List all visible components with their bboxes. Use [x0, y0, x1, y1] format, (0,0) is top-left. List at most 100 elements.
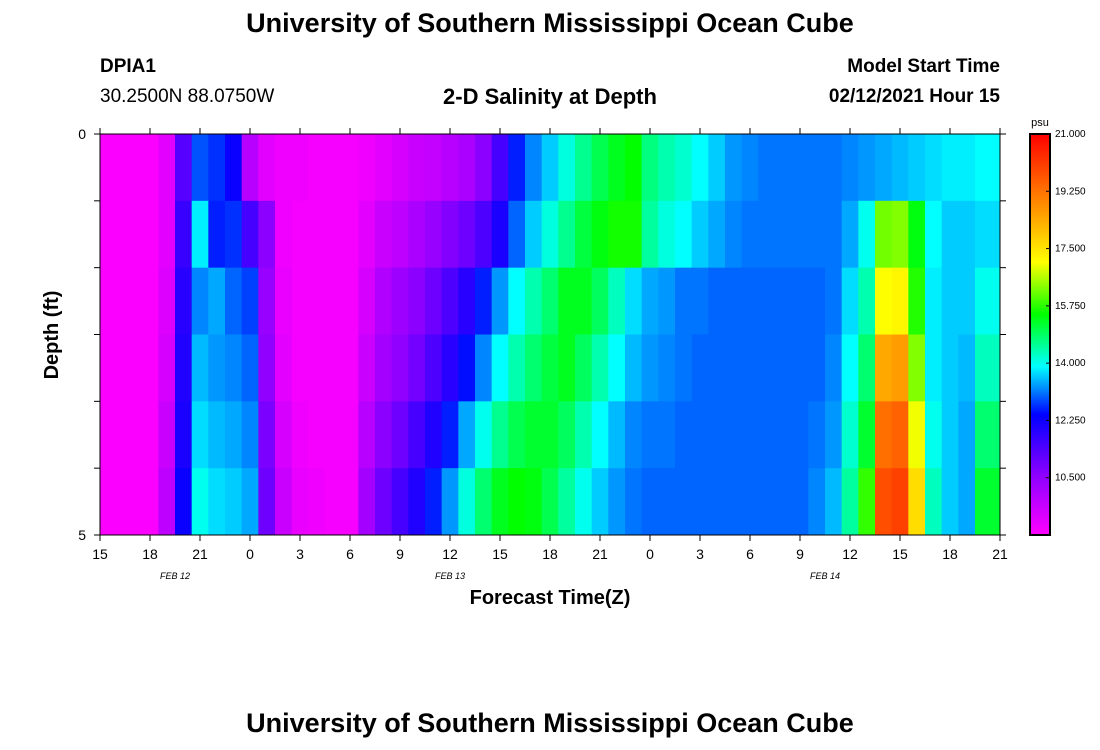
heatmap-cell — [458, 267, 476, 335]
heatmap-cell — [675, 267, 693, 335]
heatmap-cell — [125, 334, 143, 402]
heatmap-cell — [841, 401, 859, 469]
heatmap-cell — [208, 334, 226, 402]
heatmap-cell — [741, 134, 759, 202]
heatmap-cell — [425, 134, 443, 202]
heatmap-cell — [341, 200, 359, 269]
heatmap-cell — [741, 200, 759, 269]
heatmap-cell — [858, 200, 876, 269]
heatmap-cell — [775, 200, 793, 269]
heatmap-cell — [758, 334, 776, 402]
heatmap-cell — [891, 334, 909, 402]
heatmap-cell — [958, 267, 976, 335]
heatmap-cell — [491, 468, 509, 536]
heatmap-cell — [225, 267, 243, 335]
heatmap-cell — [541, 200, 559, 269]
heatmap-cell — [858, 401, 876, 469]
heatmap-cell — [425, 334, 443, 402]
heatmap-cell — [825, 267, 843, 335]
heatmap-cell — [225, 134, 243, 202]
heatmap-cell — [775, 334, 793, 402]
heatmap-cell — [275, 334, 293, 402]
heatmap-cell — [208, 468, 226, 536]
heatmap-cell — [141, 134, 159, 202]
heatmap-cell — [391, 401, 409, 469]
heatmap-cell — [375, 267, 393, 335]
heatmap-cell — [508, 134, 526, 202]
heatmap-cell — [375, 334, 393, 402]
colorbar-tick-label: 15.750 — [1055, 301, 1086, 312]
heatmap-cell — [558, 200, 576, 269]
heatmap-cell — [158, 200, 176, 269]
heatmap-cell — [908, 401, 926, 469]
heatmap-cell — [541, 134, 559, 202]
heatmap-cell — [825, 468, 843, 536]
heatmap-cell — [141, 468, 159, 536]
heatmap-cell — [208, 401, 226, 469]
heatmap-cell — [491, 334, 509, 402]
heatmap-cell — [908, 334, 926, 402]
heatmap-cell — [275, 200, 293, 269]
heatmap-cell — [108, 401, 126, 469]
heatmap-cell — [125, 200, 143, 269]
heatmap-cell — [791, 401, 809, 469]
heatmap-cell — [191, 267, 209, 335]
heatmap-cell — [641, 267, 659, 335]
heatmap-cell — [875, 334, 893, 402]
heatmap-cell — [458, 200, 476, 269]
station-coordinates: 30.2500N 88.0750W — [100, 86, 275, 107]
heatmap-cell — [525, 267, 543, 335]
heatmap-cell — [475, 401, 493, 469]
heatmap-cell — [475, 334, 493, 402]
colorbar-tick-label: 17.500 — [1055, 244, 1086, 255]
heatmap-cell — [258, 267, 276, 335]
heatmap-cell — [941, 134, 959, 202]
heatmap-cell — [491, 401, 509, 469]
heatmap-cell — [608, 134, 626, 202]
heatmap-cell — [975, 334, 993, 402]
x-tick-label: 9 — [396, 546, 404, 562]
heatmap-cell — [608, 334, 626, 402]
heatmap-cell — [191, 401, 209, 469]
y-tick-label: 5 — [78, 527, 86, 543]
heatmap-cell — [841, 200, 859, 269]
heatmap-cell — [575, 401, 593, 469]
heatmap-cell — [858, 267, 876, 335]
heatmap-cell — [525, 334, 543, 402]
heatmap-cell — [375, 200, 393, 269]
heatmap-cell — [691, 401, 709, 469]
heatmap-cell — [741, 468, 759, 536]
heatmap-cell — [858, 134, 876, 202]
heatmap-cell — [708, 267, 726, 335]
heatmap-cell — [158, 267, 176, 335]
heatmap-cell — [175, 200, 193, 269]
heatmap-cell — [791, 334, 809, 402]
heatmap-cell — [225, 200, 243, 269]
heatmap-cell — [191, 468, 209, 536]
heatmap-cell — [100, 334, 109, 402]
heatmap-cell — [691, 200, 709, 269]
heatmap-cell — [875, 468, 893, 536]
heatmap-cell — [275, 401, 293, 469]
model-start-label: Model Start Time — [847, 56, 1000, 77]
heatmap-cell — [100, 401, 109, 469]
heatmap-cell — [725, 468, 743, 536]
heatmap-cell — [575, 134, 593, 202]
heatmap-cell — [591, 267, 609, 335]
heatmap-cell — [925, 200, 943, 269]
heatmap-cell — [141, 334, 159, 402]
heatmap-cell — [441, 200, 459, 269]
heatmap-cell — [791, 267, 809, 335]
heatmap-cell — [525, 401, 543, 469]
heatmap-cell — [158, 134, 176, 202]
heatmap-cell — [358, 267, 376, 335]
heatmap-cell — [775, 267, 793, 335]
heatmap-cell — [141, 267, 159, 335]
heatmap-cell — [941, 200, 959, 269]
heatmap-cell — [158, 468, 176, 536]
heatmap-cell — [941, 468, 959, 536]
colorbar-tick-label: 12.250 — [1055, 415, 1086, 426]
heatmap-cell — [591, 334, 609, 402]
y-tick-label: 0 — [78, 126, 86, 142]
heatmap-cell — [241, 134, 259, 202]
